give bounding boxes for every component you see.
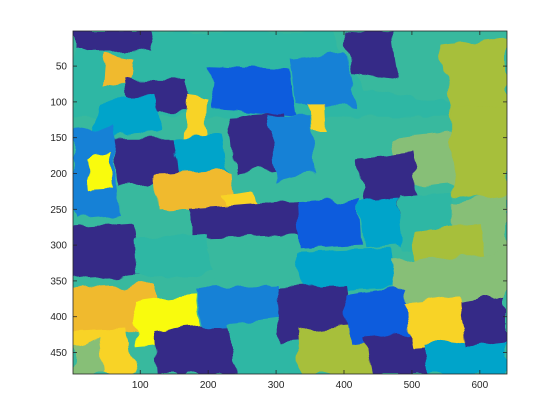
x-tick-label: 500 <box>404 380 421 391</box>
segment-region <box>208 245 304 285</box>
segment-region <box>269 116 314 181</box>
y-tick-label: 250 <box>50 205 67 216</box>
segment-region <box>425 334 507 374</box>
segment-region <box>208 66 297 117</box>
segment-region <box>357 198 402 249</box>
segment-region <box>296 198 361 249</box>
x-tick-label: 200 <box>200 380 217 391</box>
segment-region <box>153 323 236 374</box>
segment-region <box>73 31 154 52</box>
x-tick-label: 300 <box>268 380 285 391</box>
x-tick-label: 100 <box>132 380 149 391</box>
segment-region <box>73 223 141 281</box>
segment-region <box>459 295 507 346</box>
segment-region <box>344 288 412 346</box>
x-axis: 100 200 300 400 500 600 <box>132 31 489 391</box>
segment-region <box>289 51 358 110</box>
y-tick-label: 100 <box>50 97 67 108</box>
y-tick-label: 50 <box>56 62 68 73</box>
segment-region <box>102 51 134 88</box>
y-tick-label: 450 <box>50 348 67 359</box>
x-tick-label: 400 <box>336 380 353 391</box>
y-tick-label: 300 <box>50 241 67 252</box>
segment-region <box>92 94 161 138</box>
segment-region <box>133 234 215 278</box>
segment-region <box>344 31 399 81</box>
y-tick-label: 150 <box>50 133 67 144</box>
segment-region <box>113 137 181 185</box>
y-tick-label: 350 <box>50 276 67 287</box>
segment-region <box>296 248 399 292</box>
segment-region <box>452 101 507 203</box>
segment-regions <box>73 31 507 374</box>
y-tick-label: 400 <box>50 312 67 323</box>
axes-box <box>72 30 508 375</box>
segment-region <box>85 152 114 188</box>
y-tick-label: 200 <box>50 169 67 180</box>
segment-region <box>194 284 283 328</box>
segment-region <box>73 338 103 374</box>
y-axis: 50 100 150 200 250 300 350 400 450 <box>50 62 507 359</box>
segment-region <box>187 202 300 238</box>
segment-region <box>153 169 232 213</box>
segment-region <box>310 101 325 131</box>
segment-region <box>405 295 467 349</box>
x-tick-label: 600 <box>471 380 488 391</box>
segment-region <box>439 37 507 124</box>
